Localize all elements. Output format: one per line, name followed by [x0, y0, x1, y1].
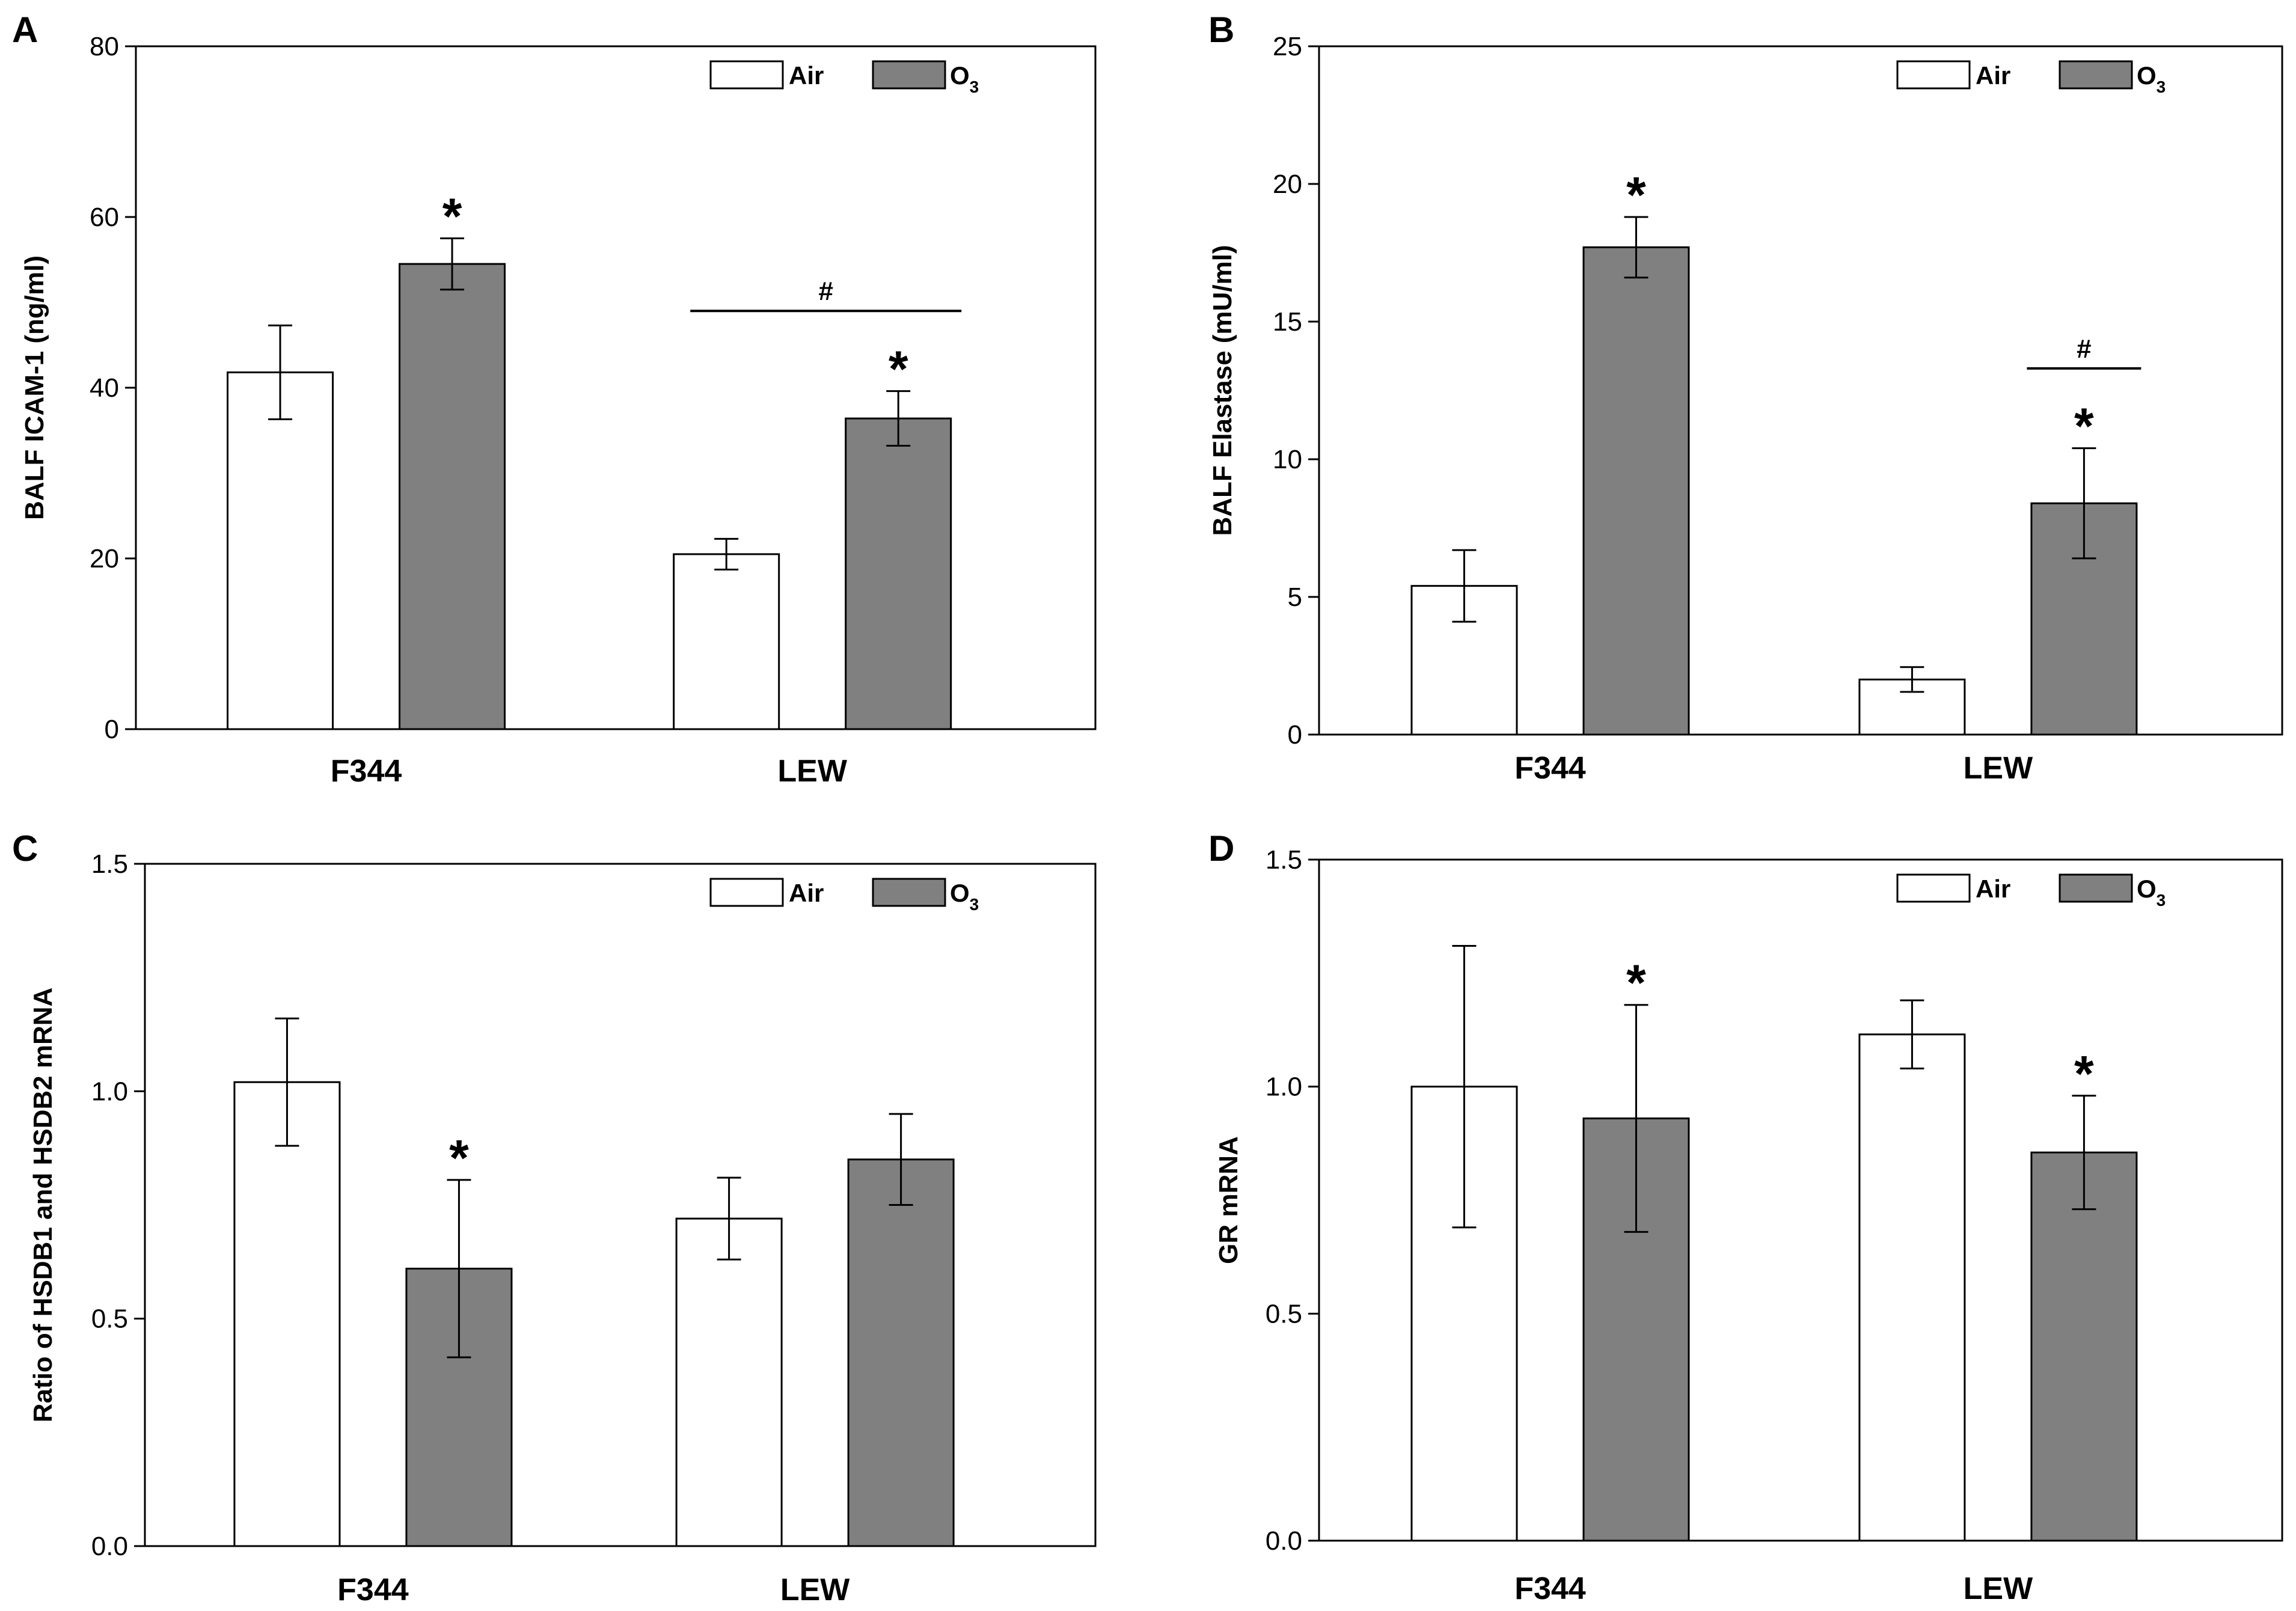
panel-letter: D	[1208, 828, 1234, 869]
y-axis-label: BALF ICAM-1 (ng/ml)	[20, 255, 49, 520]
comparison-hash: #	[2077, 334, 2091, 364]
bar-o3	[2030, 1151, 2138, 1542]
legend-label-air: Air	[1976, 875, 2010, 903]
comparison-hash: #	[818, 277, 833, 306]
legend-label-o3: O3	[950, 879, 979, 914]
legend-swatch-air	[1896, 873, 1971, 903]
y-axis-label: BALF Elastase (mU/ml)	[1208, 245, 1237, 536]
y-tick-label: 20	[90, 544, 119, 573]
y-tick-label: 20	[1273, 170, 1302, 199]
significance-star: *	[2074, 1045, 2094, 1102]
panel-d: D 0.0 0.5 1.0 1.5 GR mRNA F344 * LEW * Air O3	[1208, 828, 2283, 1606]
legend-o3-subscript: 3	[2157, 891, 2166, 909]
bar-air	[673, 553, 780, 730]
legend-label-o3: O3	[2137, 875, 2166, 909]
y-tick-label: 0.5	[1266, 1299, 1302, 1328]
plot-frame	[144, 863, 1097, 1547]
panel-b: B 0 5 10 15 20 25 BALF Elastase (mU/ml) F344 * LEW…	[1208, 10, 2283, 786]
y-tick-label: 1.0	[1266, 1072, 1302, 1102]
legend-o3-text: O	[950, 61, 970, 90]
category-label: F344	[1514, 751, 1586, 786]
y-tick-label: 15	[1273, 307, 1302, 337]
bar-o3	[405, 1267, 513, 1547]
bar-air	[675, 1217, 783, 1547]
legend: Air O3	[1896, 60, 2166, 96]
legend-swatch-air	[709, 60, 784, 90]
y-tick-label: 0	[1288, 720, 1302, 750]
category-label: LEW	[1964, 751, 2033, 786]
legend-label-o3: O3	[2137, 61, 2166, 96]
category-label: LEW	[777, 754, 847, 789]
legend: Air O3	[1896, 873, 2166, 909]
y-tick-label: 1.5	[1266, 845, 1302, 875]
category-label: LEW	[780, 1573, 850, 1607]
y-tick-label: 40	[90, 373, 119, 403]
y-axis-label: Ratio of HSDB1 and HSDB2 mRNA	[28, 988, 58, 1423]
legend-o3-subscript: 3	[970, 895, 979, 914]
y-tick-label: 60	[90, 203, 119, 232]
significance-star: *	[1626, 167, 1646, 223]
legend-label-air: Air	[789, 879, 824, 907]
panel-a: A 0 20 40 60 80 BALF ICAM-1 (ng/ml) F344 * LEW * # A…	[12, 10, 1097, 789]
y-axis-label: GR mRNA	[1214, 1136, 1243, 1264]
bar-o3	[847, 1158, 955, 1547]
bar-air	[227, 371, 334, 730]
legend-o3-text: O	[2137, 61, 2157, 90]
significance-star: *	[449, 1130, 469, 1186]
legend-swatch-o3	[872, 60, 946, 90]
bar-o3	[399, 263, 506, 730]
category-label: LEW	[1964, 1571, 2033, 1606]
bar-o3	[1582, 246, 1690, 736]
category-label: F344	[331, 754, 402, 789]
legend-o3-text: O	[2137, 875, 2157, 903]
y-tick-label: 0.0	[1266, 1526, 1302, 1556]
legend: Air O3	[709, 60, 979, 96]
legend-o3-text: O	[950, 879, 970, 907]
y-tick-label: 1.0	[91, 1077, 128, 1106]
legend-swatch-o3	[2059, 60, 2133, 90]
plot-frame	[1318, 858, 2283, 1542]
y-tick-label: 0.0	[91, 1532, 128, 1561]
significance-star: *	[1626, 955, 1646, 1011]
legend-o3-subscript: 3	[970, 78, 979, 96]
y-tick-label: 0	[105, 715, 119, 744]
legend-swatch-air	[709, 878, 784, 907]
y-tick-label: 0.5	[91, 1304, 128, 1334]
bar-air	[1858, 1033, 1966, 1542]
legend-label-o3: O3	[950, 61, 979, 96]
legend-swatch-air	[1896, 60, 1971, 90]
legend-label-air: Air	[789, 61, 824, 90]
plot-frame	[1318, 45, 2283, 736]
significance-star: *	[2074, 398, 2094, 454]
legend-swatch-o3	[872, 878, 946, 907]
legend: Air O3	[709, 878, 979, 914]
panel-c: C 0.0 0.5 1.0 1.5 Ratio of HSDB1 and HSDB2 mR…	[12, 828, 1097, 1607]
bar-o3	[845, 417, 952, 730]
y-tick-label: 25	[1273, 32, 1302, 61]
panel-letter: B	[1208, 10, 1234, 50]
bar-air	[233, 1081, 341, 1547]
category-label: F344	[1514, 1571, 1586, 1606]
legend-label-air: Air	[1976, 61, 2010, 90]
significance-star: *	[889, 341, 908, 397]
panel-letter: A	[12, 10, 38, 50]
y-tick-label: 5	[1288, 582, 1302, 612]
panel-letter: C	[12, 828, 38, 869]
y-tick-label: 80	[90, 32, 119, 61]
significance-star: *	[442, 188, 462, 245]
legend-o3-subscript: 3	[2157, 78, 2166, 96]
y-tick-label: 1.5	[91, 849, 128, 879]
legend-swatch-o3	[2059, 873, 2133, 903]
y-tick-label: 10	[1273, 445, 1302, 474]
category-label: F344	[337, 1573, 409, 1607]
